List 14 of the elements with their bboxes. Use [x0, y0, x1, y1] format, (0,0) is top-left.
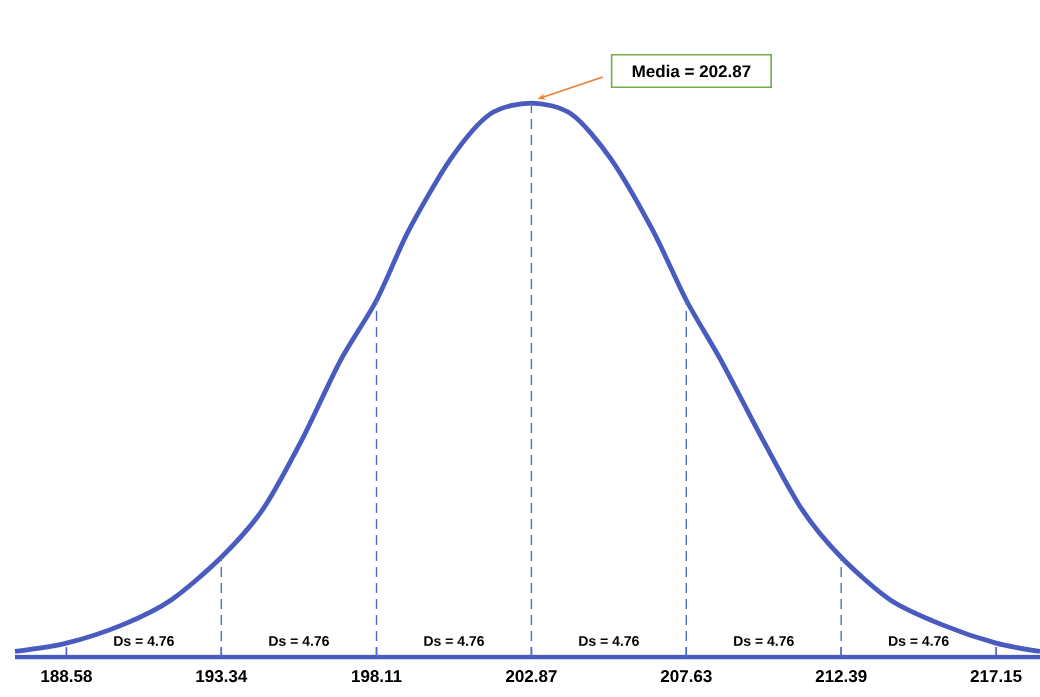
x-tick-label: 217.15 [970, 670, 1022, 683]
annotation: Ds = 4.76 [269, 636, 329, 646]
annotation: Ds = 4.76 [579, 636, 639, 646]
annotation: Ds = 4.76 [424, 636, 484, 646]
x-tick-label: 188.58 [41, 670, 92, 683]
annotation: Ds = 4.76 [734, 636, 794, 646]
annotation: Ds = 4.76 [889, 636, 949, 646]
x-tick-label: 207.63 [660, 670, 712, 683]
x-tick-label: 198.11 [352, 670, 402, 683]
annotation: Ds = 4.76 [114, 636, 174, 646]
text: Media = 202.87 [632, 64, 751, 78]
x-tick-label: 193.34 [196, 670, 248, 683]
x-tick-label: 212.39 [815, 670, 867, 683]
x-tick-label: 202.87 [506, 670, 557, 683]
